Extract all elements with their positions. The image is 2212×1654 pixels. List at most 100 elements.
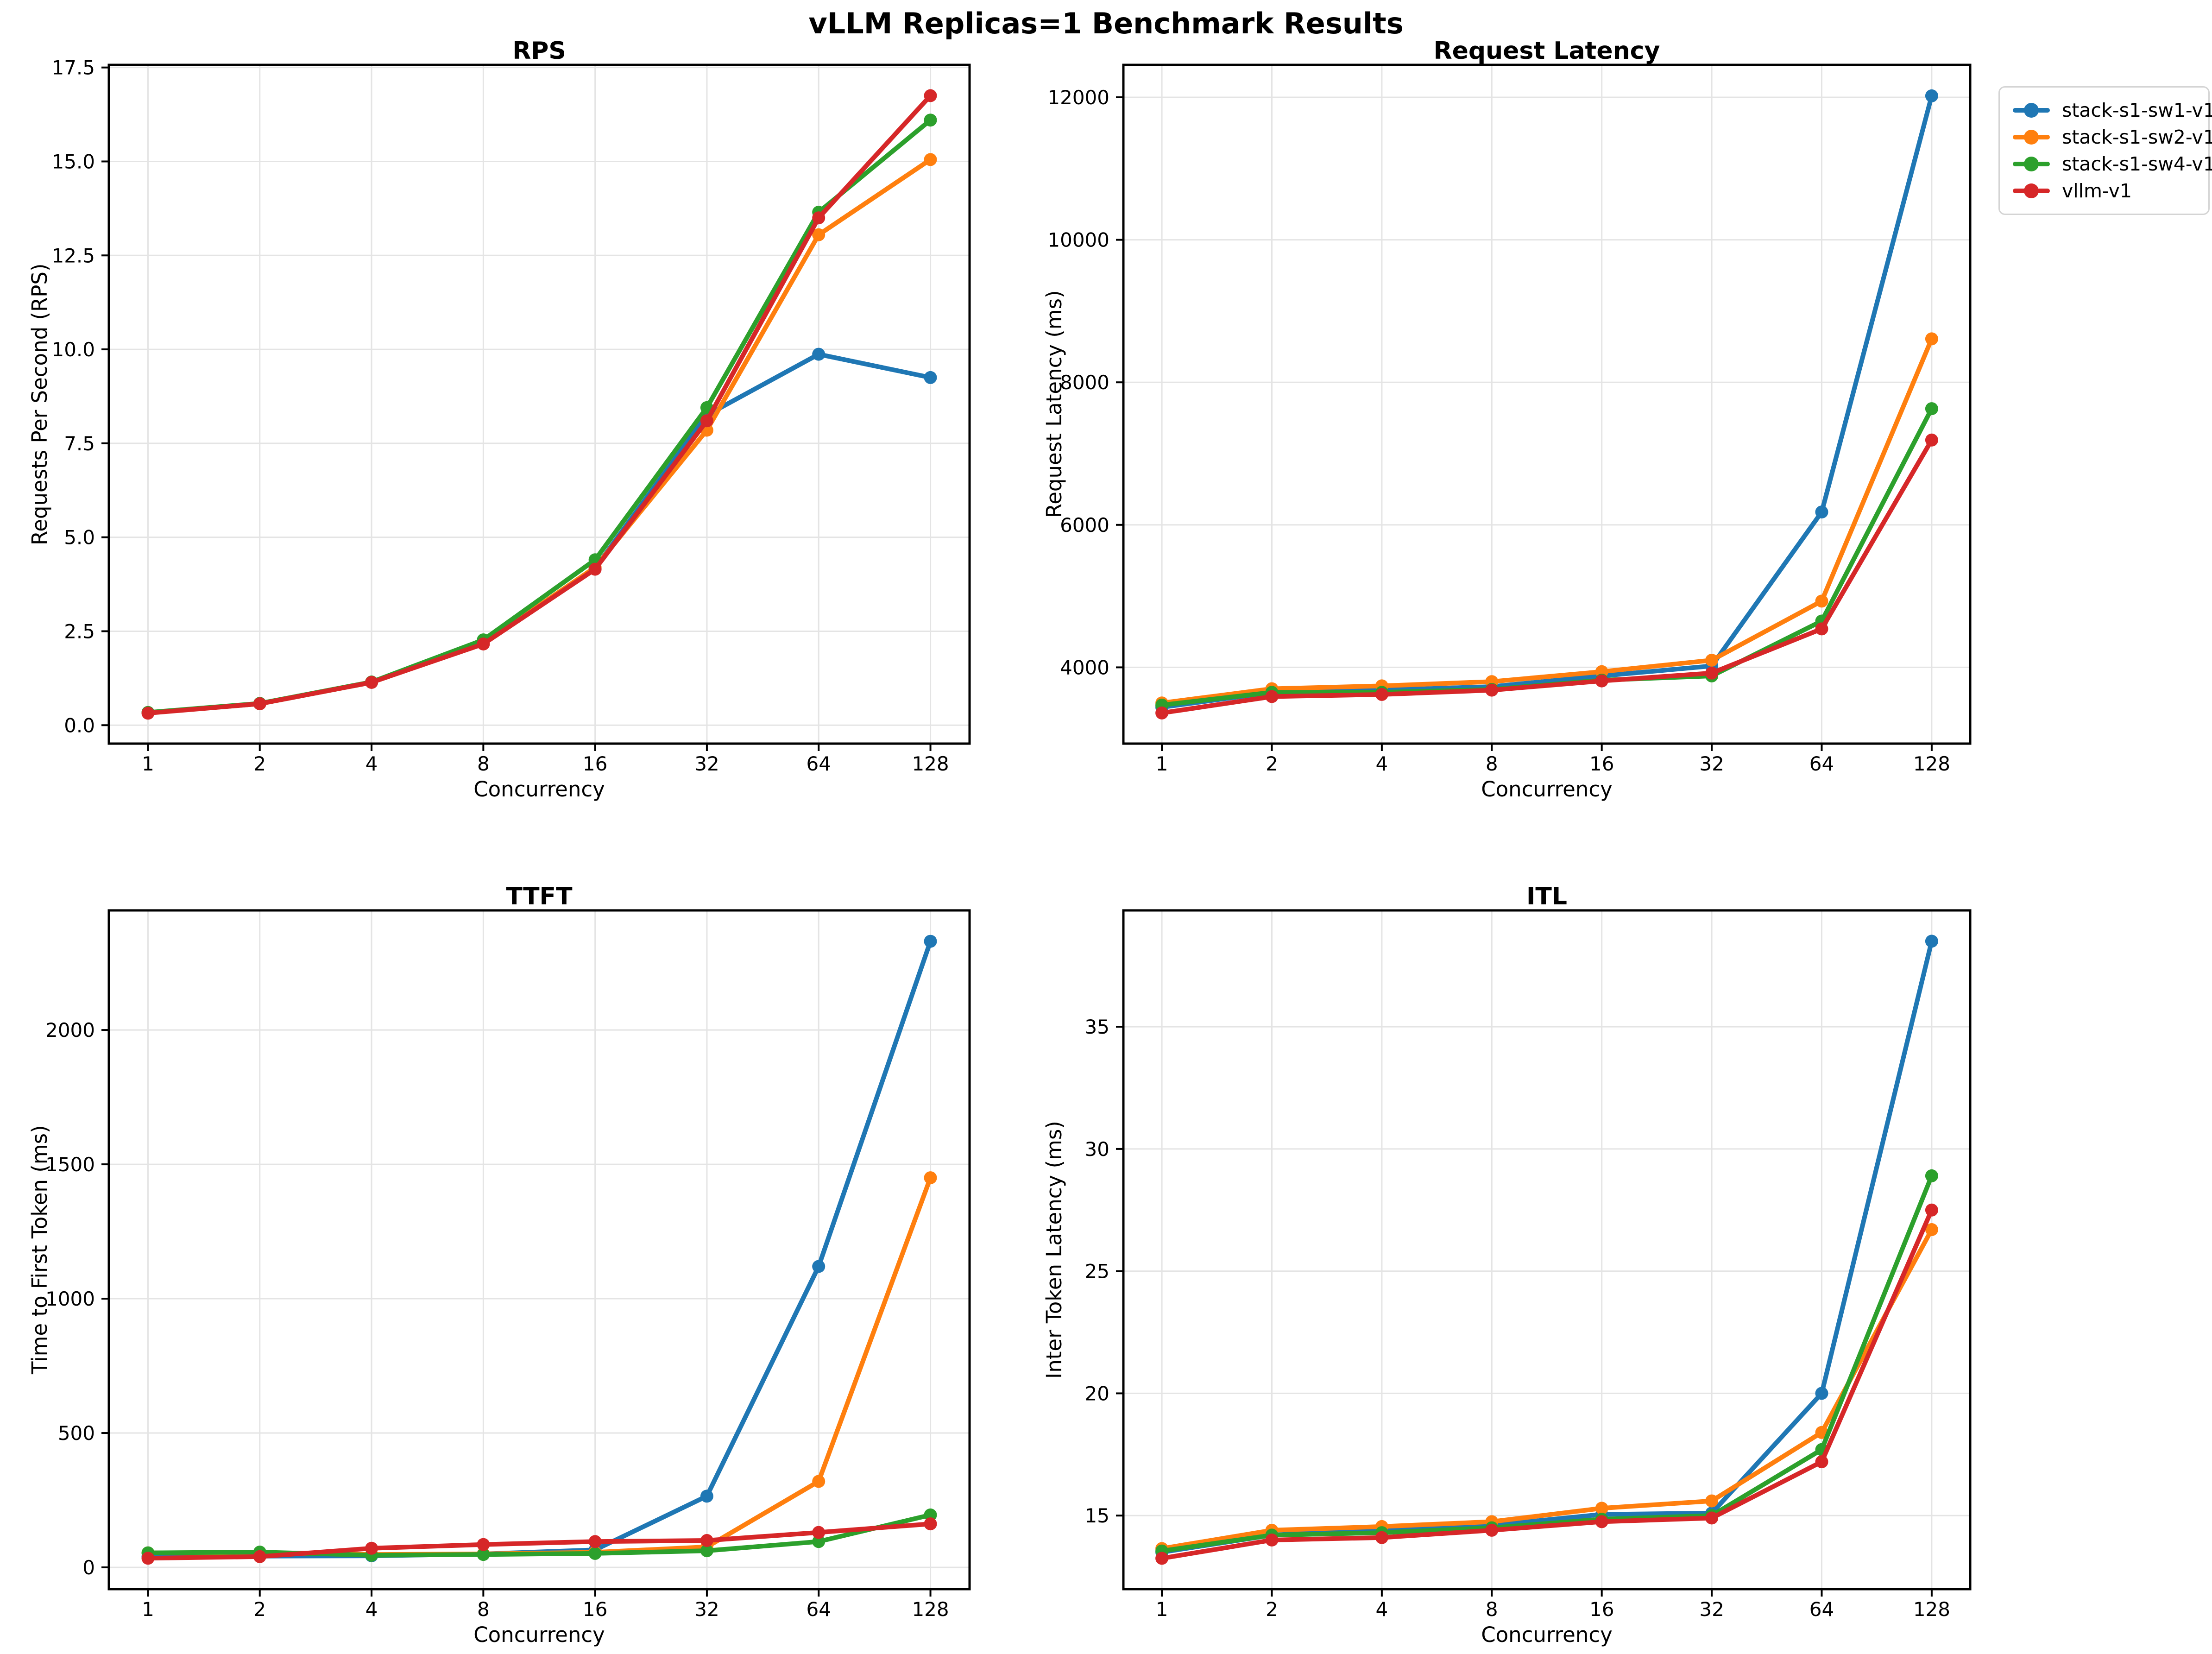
chart-rps-xlabel: Concurrency — [473, 777, 605, 802]
data-point-stack-s1-sw2-v1 — [1925, 332, 1938, 346]
x-tick-label: 16 — [583, 752, 607, 775]
series-line-stack-s1-sw2-v1 — [145, 1175, 933, 1557]
chart-ttft-title: TTFT — [506, 883, 573, 910]
data-point-vllm-v1 — [365, 675, 378, 689]
series-line-stack-s1-sw2-v1 — [1160, 1227, 1934, 1551]
x-tick-label: 64 — [1809, 752, 1834, 775]
y-tick-label: 2.5 — [64, 620, 95, 643]
x-tick-label: 4 — [1376, 752, 1388, 775]
legend-label: stack-s1-sw1-v1 — [2062, 99, 2212, 121]
data-point-stack-s1-sw1-v1 — [1925, 89, 1938, 102]
chart-request-latency-xlabel: Concurrency — [1481, 777, 1613, 802]
y-tick-label: 25 — [1085, 1260, 1109, 1283]
chart-rps-title: RPS — [512, 37, 566, 65]
data-point-vllm-v1 — [365, 1541, 378, 1555]
legend-item-vllm-v1: vllm-v1 — [2013, 177, 2195, 204]
data-point-vllm-v1 — [253, 1550, 266, 1563]
chart-request-latency-title: Request Latency — [1433, 37, 1660, 65]
data-point-stack-s1-sw4-v1 — [924, 1508, 937, 1521]
y-tick-label: 12000 — [1047, 86, 1109, 109]
x-tick-label: 2 — [253, 1598, 266, 1621]
y-tick-label: 1000 — [45, 1288, 95, 1310]
data-point-stack-s1-sw2-v1 — [924, 153, 937, 166]
data-point-stack-s1-sw1-v1 — [812, 347, 826, 361]
y-tick-label: 7.5 — [64, 432, 95, 455]
legend-item-stack-s1-sw4-v1: stack-s1-sw4-v1 — [2013, 151, 2212, 177]
figure-title: vLLM Replicas=1 Benchmark Results — [808, 6, 1404, 40]
data-point-stack-s1-sw4-v1 — [477, 1548, 490, 1561]
data-point-vllm-v1 — [1925, 433, 1938, 447]
x-tick-label: 8 — [1486, 752, 1498, 775]
x-tick-label: 32 — [694, 1598, 719, 1621]
data-point-stack-s1-sw2-v1 — [812, 228, 826, 241]
y-tick-label: 15.0 — [51, 150, 95, 173]
series-line-stack-s1-sw4-v1 — [145, 1512, 933, 1558]
x-tick-label: 32 — [1699, 752, 1724, 775]
data-point-stack-s1-sw1-v1 — [924, 371, 937, 384]
y-tick-label: 15 — [1085, 1504, 1109, 1527]
data-point-stack-s1-sw2-v1 — [1705, 654, 1719, 667]
line-marker-icon — [2013, 162, 2050, 166]
x-tick-label: 128 — [912, 752, 949, 775]
series-line-stack-s1-sw2-v1 — [145, 157, 933, 715]
data-point-vllm-v1 — [1705, 1511, 1719, 1525]
x-tick-label: 4 — [366, 752, 378, 775]
data-point-stack-s1-sw2-v1 — [1705, 1494, 1719, 1508]
x-tick-label: 2 — [1266, 1598, 1278, 1621]
legend-label: vllm-v1 — [2062, 180, 2132, 202]
y-tick-label: 5.0 — [64, 526, 95, 549]
data-point-stack-s1-sw2-v1 — [1815, 594, 1828, 608]
data-point-vllm-v1 — [700, 1534, 713, 1547]
data-point-vllm-v1 — [1595, 674, 1608, 688]
data-point-vllm-v1 — [1485, 683, 1499, 697]
data-point-stack-s1-sw1-v1 — [1925, 934, 1938, 948]
x-tick-label: 32 — [1699, 1598, 1724, 1621]
data-point-vllm-v1 — [1155, 1552, 1169, 1565]
data-point-vllm-v1 — [477, 638, 490, 650]
chart-rps-ylabel: Requests Per Second (RPS) — [27, 263, 52, 545]
x-tick-label: 8 — [1486, 1598, 1498, 1621]
x-tick-label: 64 — [807, 1598, 831, 1621]
x-tick-label: 1 — [142, 752, 154, 775]
data-point-stack-s1-sw4-v1 — [700, 1544, 713, 1558]
series-line-vllm-v1 — [1160, 437, 1934, 715]
chart-rps: 0.0 2.5 5.0 7.5 10.0 12.5 15.0 17.5 1 2 4 8 16 32 64 12… — [21, 37, 980, 808]
data-point-vllm-v1 — [1375, 688, 1388, 701]
legend: stack-s1-sw1-v1 stack-s1-sw2-v1 stack-s1… — [1998, 86, 2212, 215]
data-point-stack-s1-sw1-v1 — [812, 1260, 826, 1273]
x-tick-label: 1 — [1156, 752, 1168, 775]
chart-ttft-xlabel: Concurrency — [473, 1622, 605, 1647]
axes-spines — [1122, 63, 1972, 745]
data-point-vllm-v1 — [924, 89, 937, 102]
y-tick-label: 10.0 — [51, 338, 95, 361]
data-point-stack-s1-sw1-v1 — [924, 934, 937, 948]
y-tick-label: 500 — [58, 1422, 95, 1445]
series-line-stack-s1-sw1-v1 — [145, 939, 933, 1559]
data-point-vllm-v1 — [700, 414, 713, 428]
y-tick-label: 1500 — [45, 1153, 95, 1176]
axes-spines — [107, 63, 971, 745]
legend-label: stack-s1-sw4-v1 — [2062, 153, 2212, 175]
series-line-vllm-v1 — [1160, 1207, 1934, 1561]
x-tick-label: 16 — [583, 1598, 607, 1621]
y-tick-label: 6000 — [1060, 514, 1109, 537]
line-marker-icon — [2013, 135, 2050, 139]
data-point-stack-s1-sw4-v1 — [1925, 1169, 1938, 1182]
chart-canvas: 0.0 2.5 5.0 7.5 10.0 12.5 15.0 17.5 1 2 4 8 16 32 64 12… — [51, 57, 971, 775]
series-line-vllm-v1 — [145, 93, 933, 716]
y-tick-label: 8000 — [1060, 371, 1109, 394]
legend-label: stack-s1-sw2-v1 — [2062, 126, 2212, 148]
data-point-vllm-v1 — [477, 1538, 490, 1551]
data-point-vllm-v1 — [1155, 706, 1169, 720]
x-tick-label: 8 — [477, 752, 490, 775]
data-point-stack-s1-sw2-v1 — [1595, 1502, 1608, 1515]
data-point-stack-s1-sw1-v1 — [700, 1490, 713, 1503]
y-tick-label: 0 — [82, 1556, 95, 1579]
chart-itl-title: ITL — [1526, 883, 1567, 910]
series-line-vllm-v1 — [145, 1521, 933, 1561]
x-tick-label: 64 — [1809, 1598, 1834, 1621]
chart-itl-xlabel: Concurrency — [1481, 1622, 1613, 1647]
chart-canvas: 4000 6000 8000 10000 12000 1 2 4 8 16 32 64 128 — [1047, 63, 1972, 775]
data-point-vllm-v1 — [588, 562, 602, 576]
legend-item-stack-s1-sw2-v1: stack-s1-sw2-v1 — [2013, 124, 2212, 151]
